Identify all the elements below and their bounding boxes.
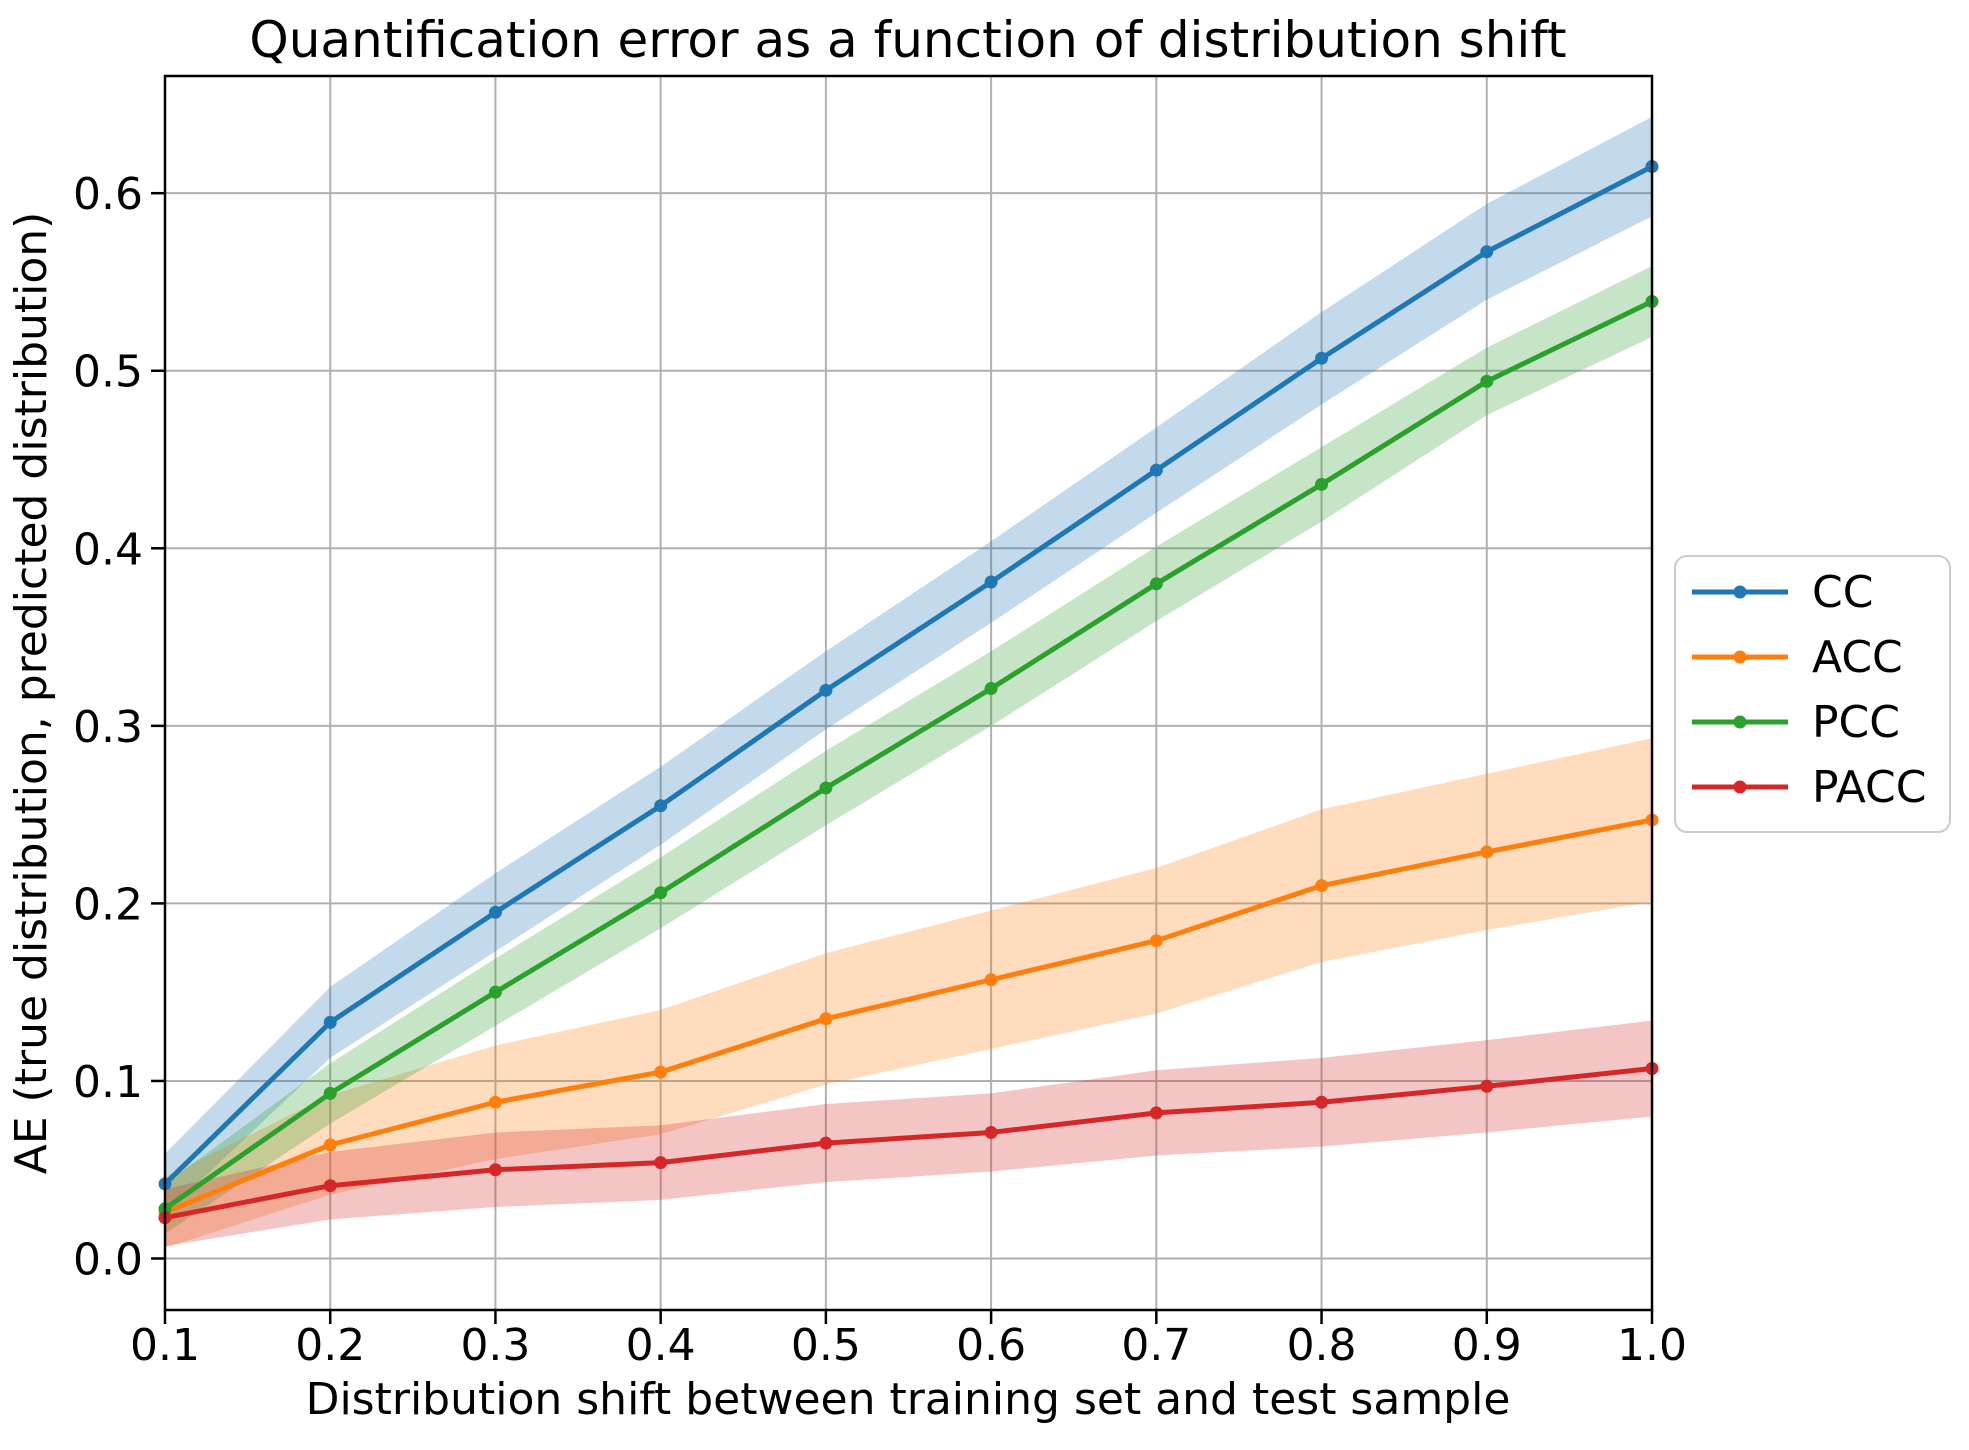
x-tick-label: 0.7 xyxy=(1121,1320,1191,1371)
data-point-cc xyxy=(1149,463,1163,477)
axes-spines xyxy=(163,74,1654,1312)
series-line-layer xyxy=(162,164,1655,1221)
data-point-pacc xyxy=(1480,1079,1494,1093)
confidence-band-cc xyxy=(165,116,1652,1215)
data-point-pcc xyxy=(1315,477,1329,491)
data-point-pacc xyxy=(819,1136,833,1150)
legend-box xyxy=(1674,555,1951,833)
y-tick-label: 0.6 xyxy=(73,169,143,220)
legend-marker-sample xyxy=(1733,715,1747,729)
legend-label: ACC xyxy=(1812,632,1903,683)
y-tick-label: 0.5 xyxy=(73,347,143,398)
series-line-acc xyxy=(162,817,1655,1215)
data-point-pcc xyxy=(1149,577,1163,591)
data-point-cc xyxy=(819,683,833,697)
data-point-cc xyxy=(1480,245,1494,259)
legend-label: CC xyxy=(1812,567,1873,618)
data-point-acc xyxy=(1149,934,1163,948)
series-marker-layer xyxy=(158,160,1659,1225)
x-tick-label: 0.2 xyxy=(295,1320,365,1371)
tick-layer xyxy=(151,191,1654,1324)
legend-marker-sample xyxy=(1733,585,1747,599)
confidence-band-pacc xyxy=(165,1020,1652,1247)
data-point-pcc xyxy=(984,682,998,696)
x-tick-label: 0.1 xyxy=(130,1320,200,1371)
y-tick-label: 0.4 xyxy=(73,524,143,575)
y-tick-label: 0.3 xyxy=(73,702,143,753)
x-tick-label: 0.9 xyxy=(1452,1320,1522,1371)
chart-title: Quantification error as a function of di… xyxy=(249,11,1566,69)
data-point-pacc xyxy=(984,1125,998,1139)
data-point-pcc xyxy=(819,781,833,795)
data-point-cc xyxy=(323,1015,337,1029)
data-point-cc xyxy=(984,575,998,589)
data-point-acc xyxy=(323,1138,337,1152)
data-point-pacc xyxy=(488,1163,502,1177)
y-tick-label: 0.2 xyxy=(73,879,143,930)
series-line-pacc xyxy=(162,1066,1655,1221)
legend: CC ACC PCC PACC xyxy=(1674,555,1951,833)
x-tick-label: 0.3 xyxy=(460,1320,530,1371)
y-axis-label: AE (true distribution, predicted distrib… xyxy=(6,212,57,1175)
confidence-band-acc xyxy=(165,738,1652,1248)
x-tick-label: 0.6 xyxy=(956,1320,1026,1371)
y-tick-label: 0.1 xyxy=(73,1057,143,1108)
x-tick-label: 0.4 xyxy=(626,1320,696,1371)
data-point-pcc xyxy=(1480,374,1494,388)
x-tick-label: 0.5 xyxy=(791,1320,861,1371)
legend-marker-sample xyxy=(1733,650,1747,664)
legend-label: PACC xyxy=(1812,762,1927,813)
y-tick-label: 0.0 xyxy=(73,1235,143,1286)
data-point-pacc xyxy=(323,1179,337,1193)
data-point-acc xyxy=(1315,879,1329,893)
data-point-pcc xyxy=(323,1086,337,1100)
data-point-acc xyxy=(488,1095,502,1109)
tick-label-layer: 0.1 0.2 0.3 0.4 0.5 0.6 0.7 0.8 0.9 1.0 0.0 0.1 0.2 0… xyxy=(73,169,1687,1371)
data-point-cc xyxy=(488,905,502,919)
data-point-acc xyxy=(984,973,998,987)
data-point-pacc xyxy=(1315,1095,1329,1109)
data-point-cc xyxy=(1315,351,1329,365)
data-point-acc xyxy=(819,1012,833,1026)
data-point-acc xyxy=(1480,845,1494,859)
x-tick-label: 1.0 xyxy=(1617,1320,1687,1371)
x-axis-label: Distribution shift between training set … xyxy=(306,1374,1511,1425)
series-line-pcc xyxy=(162,298,1655,1212)
legend-marker-sample xyxy=(1733,780,1747,794)
axes-spine-layer xyxy=(163,74,1654,1312)
data-point-pacc xyxy=(1149,1106,1163,1120)
data-point-pcc xyxy=(488,985,502,999)
data-point-pacc xyxy=(654,1156,668,1170)
series-line-cc xyxy=(162,164,1655,1187)
data-point-pcc xyxy=(654,886,668,900)
data-point-cc xyxy=(654,799,668,813)
legend-label: PCC xyxy=(1812,697,1900,748)
data-point-acc xyxy=(654,1065,668,1079)
x-tick-label: 0.8 xyxy=(1287,1320,1357,1371)
